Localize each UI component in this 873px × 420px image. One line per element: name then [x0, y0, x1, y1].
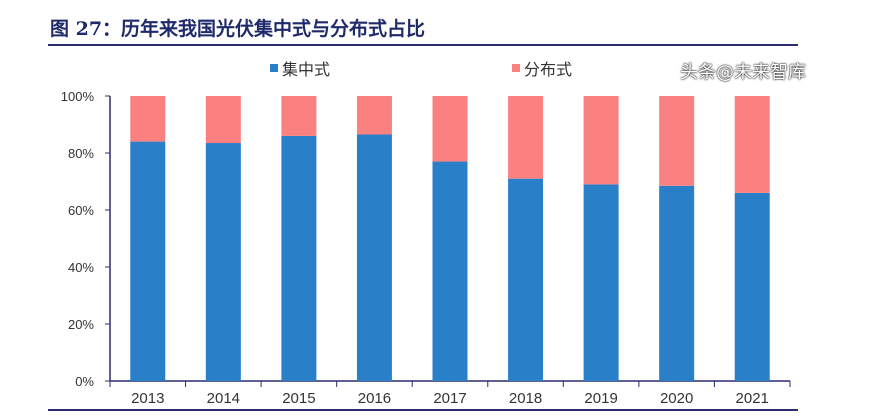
y-tick-label: 20%: [68, 317, 94, 332]
bar-2021-centralized: [734, 192, 770, 381]
x-tick-label: 2021: [736, 390, 769, 407]
watermark: 头条@未来智库: [680, 62, 806, 83]
bar-2013-distributed: [130, 96, 166, 142]
footer-rule: [48, 409, 798, 411]
bar-2015-centralized: [281, 135, 317, 381]
x-tick-label: 2018: [509, 390, 542, 407]
y-tick-label: 60%: [68, 203, 94, 218]
bar-2016-distributed: [356, 96, 392, 135]
title-rule: [48, 44, 798, 46]
x-tick-label: 2013: [131, 390, 164, 407]
x-tick-label: 2017: [433, 390, 466, 407]
bar-2019-centralized: [583, 184, 619, 381]
figure-title: 图 27：历年来我国光伏集中式与分布式占比: [50, 18, 426, 40]
legend-label: 集中式: [282, 60, 330, 79]
bar-2014-centralized: [205, 143, 241, 381]
bar-2020-distributed: [659, 96, 695, 186]
bar-2013-centralized: [130, 141, 166, 381]
legend-swatch: [512, 64, 520, 72]
legend-label: 分布式: [524, 60, 572, 79]
bar-2020-centralized: [659, 185, 695, 381]
bar-2019-distributed: [583, 96, 619, 185]
bar-2016-centralized: [356, 134, 392, 381]
bar-2018-distributed: [508, 96, 544, 179]
x-tick-label: 2015: [282, 390, 315, 407]
y-tick-label: 80%: [68, 146, 94, 161]
y-tick-label: 0%: [75, 374, 94, 389]
legend-swatch: [270, 64, 278, 72]
x-tick-label: 2014: [207, 390, 240, 407]
bar-2017-distributed: [432, 96, 468, 162]
bar-2014-distributed: [205, 96, 241, 144]
bar-2017-centralized: [432, 161, 468, 381]
y-tick-label: 100%: [61, 89, 95, 104]
y-tick-label: 40%: [68, 260, 94, 275]
x-tick-label: 2020: [660, 390, 693, 407]
bar-2021-distributed: [734, 96, 770, 193]
bar-2015-distributed: [281, 96, 317, 136]
x-tick-label: 2019: [584, 390, 617, 407]
bar-2018-centralized: [508, 178, 544, 381]
x-tick-label: 2016: [358, 390, 391, 407]
